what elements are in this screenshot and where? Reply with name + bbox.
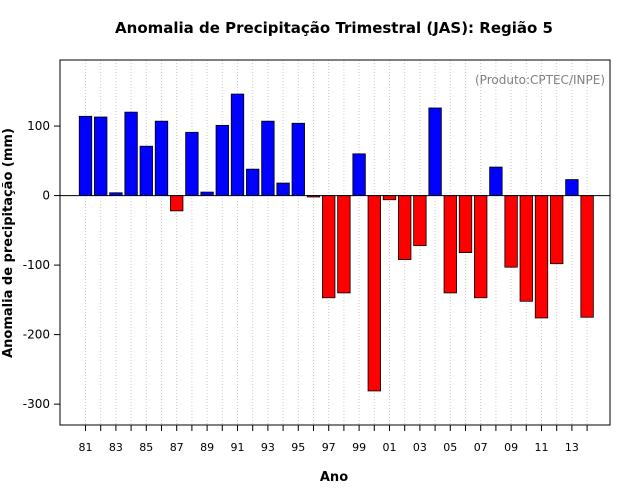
bar-92 (246, 168, 260, 196)
x-tick-label-11: 11 (535, 441, 549, 454)
bar-12 (550, 195, 564, 265)
x-tick-label-85: 85 (139, 441, 153, 454)
x-tick-label-91: 91 (231, 441, 245, 454)
bar-99 (352, 153, 366, 196)
bar-11 (534, 195, 549, 319)
x-tick-label-89: 89 (200, 441, 214, 454)
x-tick-label-03: 03 (413, 441, 427, 454)
bar-07 (474, 195, 488, 299)
bar-82 (94, 116, 108, 196)
bar-89 (200, 191, 214, 196)
x-tick-label-95: 95 (291, 441, 305, 454)
y-tick-label-0: 0 (42, 189, 50, 203)
bar-01 (382, 195, 397, 201)
x-tick-label-05: 05 (443, 441, 457, 454)
bar-95 (291, 122, 305, 196)
source-annotation: (Produto:CPTEC/INPE) (475, 73, 605, 87)
bar-98 (337, 195, 351, 294)
x-tick-label-99: 99 (352, 441, 366, 454)
bar-81 (78, 115, 93, 196)
bar-03 (413, 195, 427, 247)
bar-90 (215, 124, 229, 196)
x-tick-label-01: 01 (383, 441, 397, 454)
x-tick-label-81: 81 (79, 441, 93, 454)
y-tick-label-100: 100 (27, 119, 50, 133)
x-tick-label-83: 83 (109, 441, 123, 454)
bar-86 (154, 120, 169, 196)
x-tick-label-93: 93 (261, 441, 275, 454)
plot-frame (59, 59, 611, 426)
bar-09 (504, 195, 518, 268)
x-tick-label-87: 87 (170, 441, 184, 454)
bar-97 (322, 195, 336, 299)
bar-00 (367, 195, 381, 392)
x-tick-label-97: 97 (322, 441, 336, 454)
x-axis: 81 83 85 87 89 91 93 95 97 99 01 03 05 07 09 11 13 (79, 425, 588, 454)
chart-title: Anomalia de Precipitação Trimestral (JAS… (115, 19, 553, 37)
x-tick-label-07: 07 (474, 441, 488, 454)
x-tick-label-09: 09 (504, 441, 518, 454)
y-tick-label--100: -100 (23, 258, 50, 272)
bar-04 (428, 107, 442, 196)
bar-93 (261, 120, 275, 196)
bar-02 (398, 195, 412, 260)
bar-05 (443, 195, 457, 294)
bar-10 (519, 195, 533, 302)
bar-08 (489, 166, 503, 196)
y-tick-label--300: -300 (23, 397, 50, 411)
bar-84 (124, 111, 138, 196)
bar-14 (580, 195, 594, 318)
bar-06 (458, 195, 473, 253)
bar-87 (170, 195, 184, 212)
bars (78, 93, 594, 392)
y-axis-label: Anomalia de precipitação (mm) (1, 128, 16, 358)
x-axis-label: Ano (320, 470, 348, 485)
y-tick-label--200: -200 (23, 328, 50, 342)
bar-91 (230, 93, 245, 196)
bar-85 (139, 145, 153, 196)
x-tick-label-13: 13 (565, 441, 579, 454)
y-axis: -300 -200 -100 0 100 (23, 119, 60, 411)
bar-94 (276, 182, 290, 196)
bar-88 (185, 131, 199, 196)
bar-13 (565, 179, 579, 196)
